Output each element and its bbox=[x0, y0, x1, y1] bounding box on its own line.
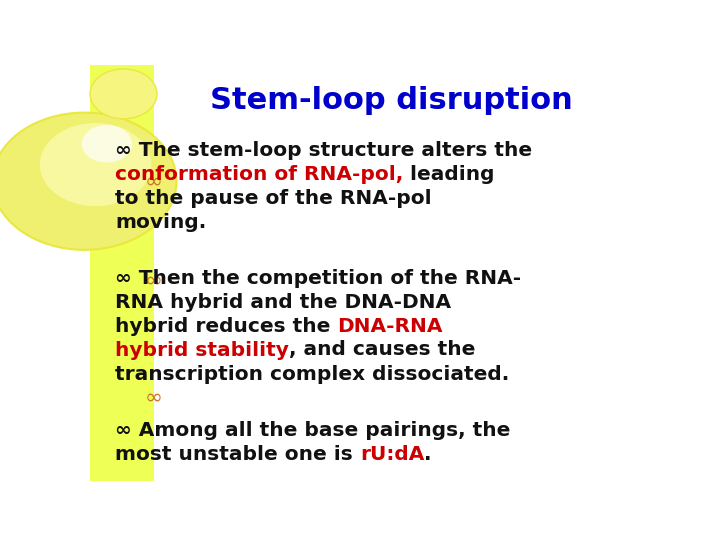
Circle shape bbox=[81, 125, 132, 163]
Circle shape bbox=[0, 113, 176, 250]
Text: leading: leading bbox=[403, 165, 495, 184]
Text: .: . bbox=[424, 444, 431, 463]
Text: ∞: ∞ bbox=[144, 271, 162, 291]
Text: Stem-loop disruption: Stem-loop disruption bbox=[210, 86, 572, 114]
Bar bbox=[90, 65, 154, 481]
Text: hybrid reduces the: hybrid reduces the bbox=[115, 316, 338, 335]
Text: most unstable one is: most unstable one is bbox=[115, 444, 360, 463]
Text: RNA hybrid and the DNA-DNA: RNA hybrid and the DNA-DNA bbox=[115, 293, 451, 312]
Text: hybrid stability: hybrid stability bbox=[115, 341, 289, 360]
Text: to the pause of the RNA-pol: to the pause of the RNA-pol bbox=[115, 188, 431, 207]
Text: conformation of RNA-pol,: conformation of RNA-pol, bbox=[115, 165, 403, 184]
Text: DNA-RNA: DNA-RNA bbox=[338, 316, 443, 335]
Text: ∞ The stem-loop structure alters the: ∞ The stem-loop structure alters the bbox=[115, 140, 532, 159]
Text: ∞: ∞ bbox=[144, 387, 162, 408]
Text: ∞ Then the competition of the RNA-: ∞ Then the competition of the RNA- bbox=[115, 268, 521, 287]
Circle shape bbox=[90, 69, 157, 119]
Text: rU:dA: rU:dA bbox=[360, 444, 424, 463]
Text: ∞: ∞ bbox=[144, 172, 162, 192]
Text: transcription complex dissociated.: transcription complex dissociated. bbox=[115, 364, 509, 383]
Text: moving.: moving. bbox=[115, 213, 206, 232]
Circle shape bbox=[40, 123, 151, 206]
Text: ∞ Among all the base pairings, the: ∞ Among all the base pairings, the bbox=[115, 421, 510, 440]
Text: , and causes the: , and causes the bbox=[289, 341, 475, 360]
